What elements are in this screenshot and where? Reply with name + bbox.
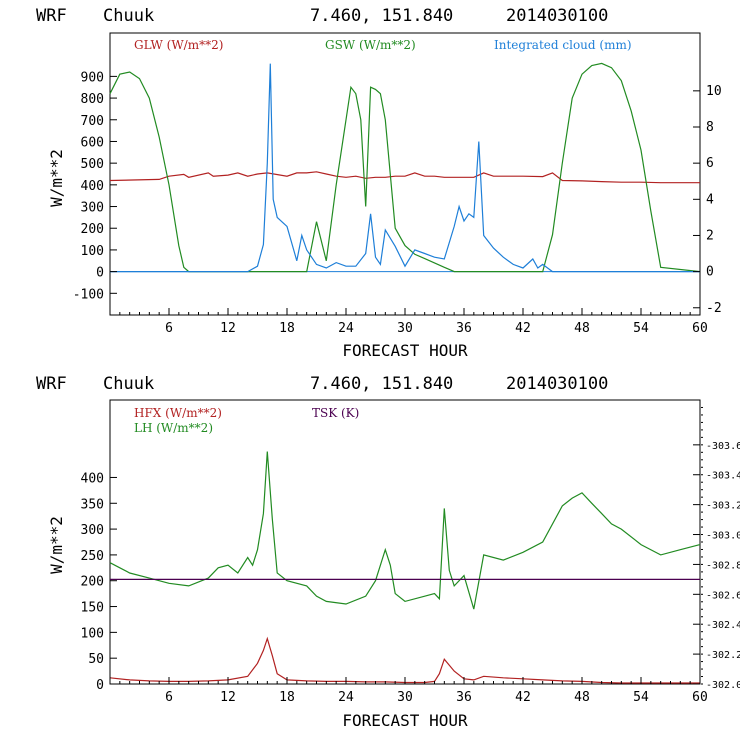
p1-y-tick-label: 200	[81, 222, 104, 237]
p2-x-axis-label: FORECAST HOUR	[342, 711, 468, 730]
p2-legend-hfx: HFX (W/m**2)	[134, 406, 222, 420]
p1-legend-gsw: GSW (W/m**2)	[325, 38, 416, 52]
p2-y-tick-label: 400	[81, 471, 104, 486]
p2-y2-tick-label: -303.4	[706, 471, 740, 482]
p1-x-tick-label: 54	[633, 321, 649, 336]
p2-series-lh-line	[109, 451, 701, 610]
p2-y-tick-label: 200	[81, 575, 104, 590]
p2-x-tick-label: 48	[574, 690, 590, 705]
p1-left-axis-ticks: -100 0 100 200 300 400 500 600 700 800 900	[73, 70, 117, 302]
p1-x-axis-ticks: 6 12 18 24 30 36 42 48 54 60	[109, 308, 708, 336]
p2-y2-tick-label: -302.6	[706, 590, 740, 601]
p2-y2-tick-label: -302.8	[706, 560, 740, 571]
p2-header-coords: 7.460, 151.840	[310, 374, 453, 394]
p1-legend-cloud: Integrated cloud (mm)	[494, 38, 632, 52]
p1-x-tick-label: 36	[456, 321, 472, 336]
p2-x-tick-label: 24	[338, 690, 354, 705]
p1-y-tick-label: 800	[81, 92, 104, 107]
p2-header-init: 2014030100	[506, 374, 608, 394]
p1-y-tick-label: 300	[81, 201, 104, 216]
p1-x-tick-label: 18	[279, 321, 295, 336]
p1-x-tick-label: 12	[220, 321, 236, 336]
p2-y2-tick-label: -303.6	[706, 441, 740, 452]
p1-y2-tick-label: 4	[706, 192, 714, 207]
p1-series-gsw-line	[109, 62, 701, 273]
p1-y2-tick-label: 0	[706, 265, 714, 280]
p2-y-tick-label: 250	[81, 549, 104, 564]
p2-x-tick-label: 60	[692, 690, 708, 705]
p1-header-coords: 7.460, 151.840	[310, 6, 453, 26]
p1-header-model: WRF	[36, 6, 67, 26]
panel-2: WRF Chuuk 7.460, 151.840 2014030100 6 12 1…	[36, 374, 740, 730]
p1-y2-tick-label: 8	[706, 120, 714, 135]
p2-x-tick-label: 12	[220, 690, 236, 705]
p1-series-layer	[109, 62, 701, 273]
p1-legend-glw: GLW (W/m**2)	[134, 38, 223, 52]
p1-x-tick-label: 42	[515, 321, 531, 336]
p2-x-tick-label: 42	[515, 690, 531, 705]
p2-x-tick-label: 36	[456, 690, 472, 705]
p1-header-station: Chuuk	[103, 6, 154, 26]
p1-series-glw-line	[109, 171, 700, 184]
p2-y2-tick-label: -303.2	[706, 501, 740, 512]
p1-right-axis-ticks: -2 0 2 4 6 8 10	[693, 84, 722, 316]
p2-x-tick-label: 18	[279, 690, 295, 705]
p1-x-tick-label: 30	[397, 321, 413, 336]
p2-x-tick-label: 30	[397, 690, 413, 705]
p2-y-tick-label: 0	[96, 678, 104, 693]
p1-y-tick-label: 900	[81, 70, 104, 85]
p2-y2-tick-label: -302.2	[706, 650, 740, 661]
panel-1: WRF Chuuk 7.460, 151.840 2014030100 6 12 1…	[36, 6, 722, 360]
p2-y2-tick-label: -302.4	[706, 620, 740, 631]
p2-x-axis-ticks: 6 12 18 24 30 36 42 48 54 60	[109, 677, 708, 705]
p1-x-axis-label: FORECAST HOUR	[342, 341, 468, 360]
p1-y-tick-label: 600	[81, 135, 104, 150]
p2-y-tick-label: 50	[88, 652, 104, 667]
p2-left-axis-ticks: 0 50 100 150 200 250 300 350 400	[81, 471, 117, 693]
p1-y-tick-label: 500	[81, 157, 104, 172]
p1-y2-tick-label: 2	[706, 228, 714, 243]
p2-y-tick-label: 350	[81, 497, 104, 512]
p2-right-axis-ticks: -302.0 -302.2 -302.4 -302.6 -302.8 -303.0 -303…	[693, 406, 740, 691]
p1-y-tick-label: -100	[73, 287, 104, 302]
p1-x-tick-label: 6	[165, 321, 173, 336]
p1-x-tick-label: 24	[338, 321, 354, 336]
p2-legend-tsk: TSK (K)	[312, 406, 359, 420]
p2-y-tick-label: 300	[81, 523, 104, 538]
p2-y-tick-label: 100	[81, 626, 104, 641]
p2-y-tick-label: 150	[81, 601, 104, 616]
p2-series-hfx-line	[109, 636, 700, 684]
p1-y-tick-label: 400	[81, 179, 104, 194]
p1-y2-tick-label: 6	[706, 156, 714, 171]
p1-y2-tick-label: 10	[706, 84, 722, 99]
p2-series-layer	[109, 451, 701, 684]
p1-y-axis-label: W/m**2	[47, 149, 66, 207]
p1-x-tick-label: 48	[574, 321, 590, 336]
p2-header-station: Chuuk	[103, 374, 154, 394]
p2-x-tick-label: 6	[165, 690, 173, 705]
p1-plot-frame	[109, 32, 701, 316]
p2-x-tick-label: 54	[633, 690, 649, 705]
p1-y2-tick-label: -2	[706, 301, 722, 316]
p2-y2-tick-label: -302.0	[706, 680, 740, 691]
p2-y2-tick-label: -303.0	[706, 531, 740, 542]
p2-y-axis-label: W/m**2	[47, 516, 66, 574]
p1-series-integrated-line	[110, 63, 700, 273]
p1-x-tick-label: 60	[692, 321, 708, 336]
p2-plot-frame	[109, 399, 701, 685]
p2-header-model: WRF	[36, 374, 67, 394]
p1-y-tick-label: 100	[81, 244, 104, 259]
p1-y-tick-label: 0	[96, 266, 104, 281]
p1-header-init: 2014030100	[506, 6, 608, 26]
p1-y-tick-label: 700	[81, 114, 104, 129]
p2-legend-lh: LH (W/m**2)	[134, 421, 213, 435]
